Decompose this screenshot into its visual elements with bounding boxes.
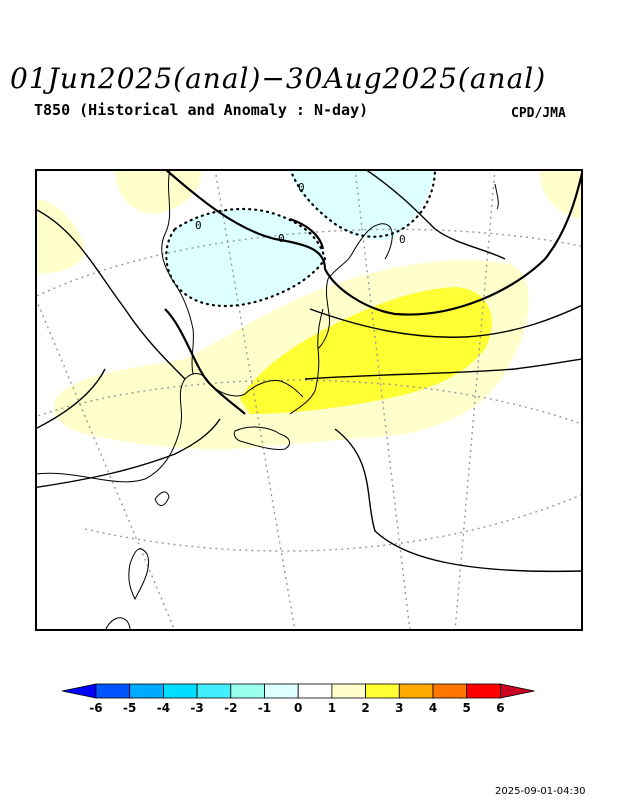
legend-color-swatch xyxy=(61,683,97,699)
legend-tick-label: 5 xyxy=(463,701,471,715)
thick-contours xyxy=(164,169,583,415)
legend-tick-label: -6 xyxy=(89,701,102,715)
zero-anomaly-contours xyxy=(165,169,437,307)
anomaly-shade-yellow xyxy=(240,287,492,414)
anomaly-shade-light-cyan xyxy=(166,209,325,306)
legend-tick-label: -5 xyxy=(123,701,136,715)
map-subtitle: T850 (Historical and Anomaly : N-day) xyxy=(34,101,369,119)
timestamp: 2025-09-01-04:30 xyxy=(495,786,586,797)
legend-color-swatch xyxy=(331,683,366,699)
contour-label: 0 xyxy=(399,233,406,246)
map-title: 01Jun2025(anal)−30Aug2025(anal) xyxy=(10,62,547,95)
anomaly-shade-light-yellow-nw xyxy=(35,199,85,274)
legend-color-swatch xyxy=(466,683,501,699)
legend-tick-label: -4 xyxy=(157,701,170,715)
legend-color-swatch xyxy=(163,683,198,699)
anomaly-shade-light-cyan-north xyxy=(290,169,435,240)
graticule xyxy=(35,169,583,631)
legend-color-swatch xyxy=(264,683,299,699)
color-legend: -6 -5 -4 -3 -2 -1 0 1 2 3 4 5 6 xyxy=(61,683,535,715)
legend-tick-label: 4 xyxy=(429,701,437,715)
legend-tick-label: -2 xyxy=(224,701,237,715)
legend-color-swatch xyxy=(196,683,232,699)
legend-tick-label: 2 xyxy=(361,701,369,715)
temperature-contours xyxy=(35,169,583,573)
map-frame xyxy=(35,169,583,631)
anomaly-map: 0 0 0 0 xyxy=(35,169,583,631)
legend-tick-label: 0 xyxy=(294,701,302,715)
legend-color-swatch xyxy=(297,683,333,699)
legend-color-swatch xyxy=(230,683,265,699)
contour-label: 0 xyxy=(298,181,305,194)
legend-tick-label: -3 xyxy=(190,701,203,715)
legend-color-swatch xyxy=(499,683,535,699)
contour-label: 0 xyxy=(195,219,202,232)
legend-tick-label: 3 xyxy=(395,701,403,715)
legend-tick-label: 1 xyxy=(328,701,336,715)
legend-tick-label: 6 xyxy=(496,701,504,715)
legend-color-swatch xyxy=(95,683,131,699)
legend-color-swatch xyxy=(398,683,434,699)
legend-tick-label: -1 xyxy=(258,701,271,715)
legend-color-swatch xyxy=(432,683,468,699)
legend-color-swatch xyxy=(129,683,164,699)
source-label: CPD/JMA xyxy=(511,106,566,121)
contour-label: 0 xyxy=(278,232,285,245)
legend-color-swatch xyxy=(365,683,400,699)
